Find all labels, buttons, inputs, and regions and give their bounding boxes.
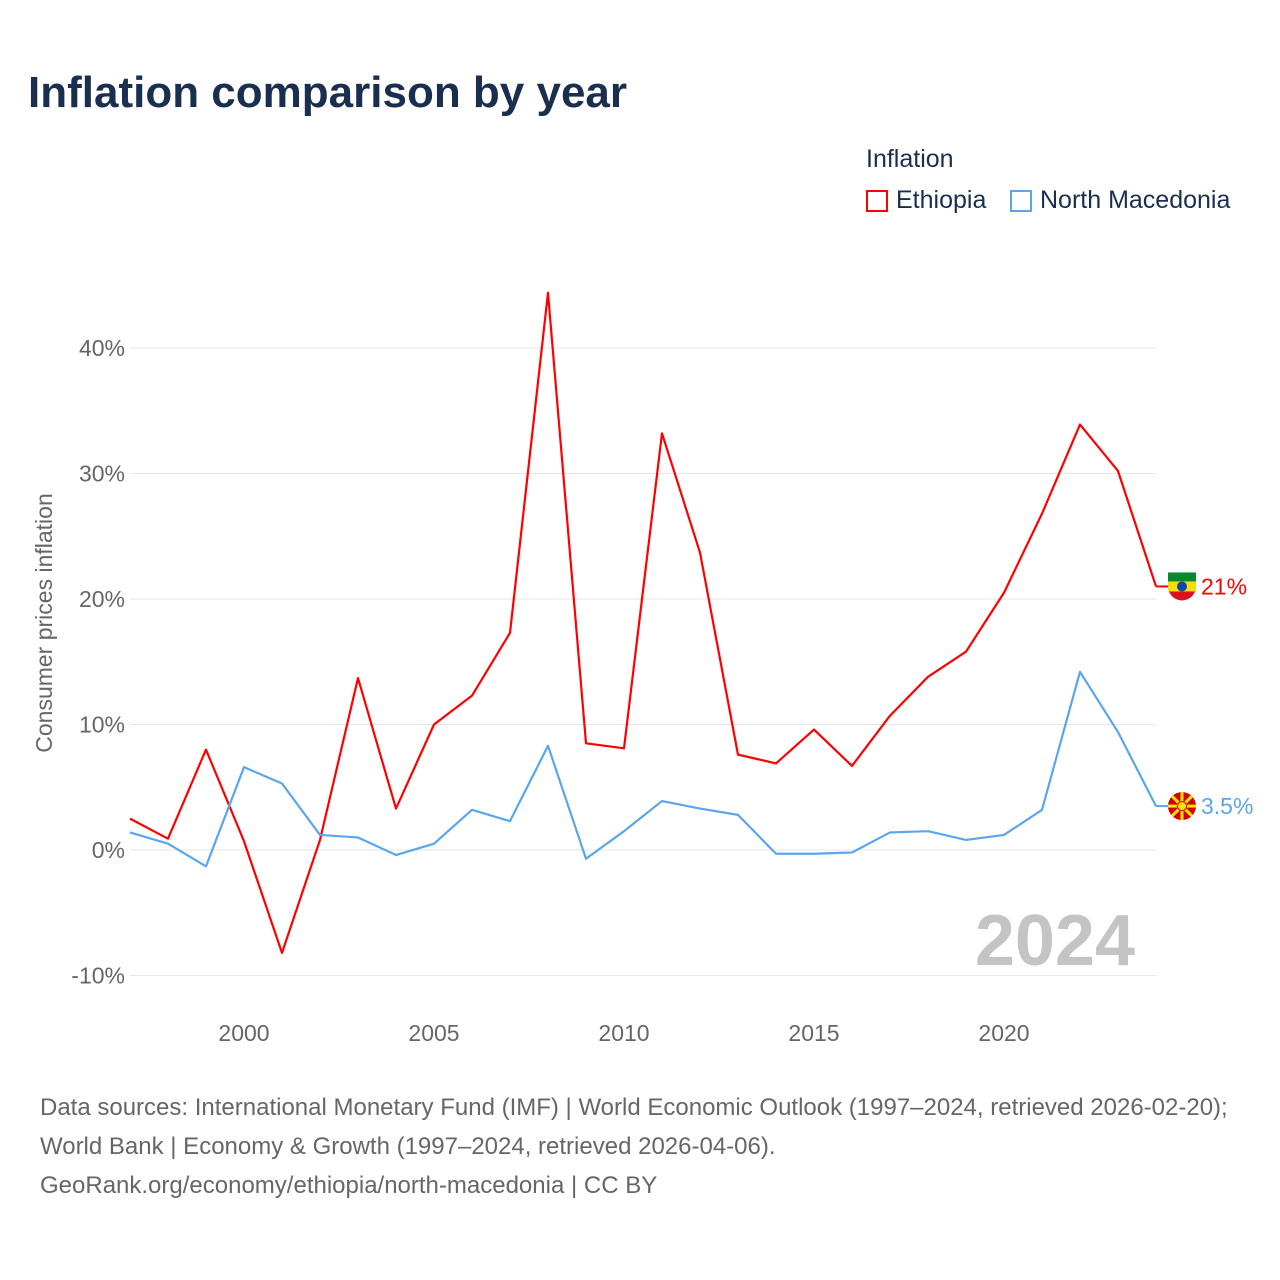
x-tick-label: 2000: [218, 1020, 269, 1046]
series-line-north-macedonia: [129, 670, 1157, 868]
flag-sun: [1177, 801, 1187, 812]
end-value-label: 3.5%: [1201, 793, 1253, 819]
flag-stripe: [1168, 572, 1196, 582]
legend-label: North Macedonia: [1040, 186, 1231, 214]
y-axis-label: Consumer prices inflation: [31, 493, 57, 753]
legend-swatch: [1010, 189, 1032, 212]
flag-emblem: [1177, 581, 1187, 592]
year-watermark: 2024: [975, 901, 1135, 981]
plot-area: -10% 0% 10% 20% 30% 40% 2000 2005 2010 2015 2020 Co…: [31, 291, 1253, 1046]
series-line-ethiopia: [129, 291, 1158, 955]
y-tick-label: -10%: [71, 963, 125, 989]
source-text: Data sources: International Monetary Fun…: [40, 1094, 1228, 1160]
legend-swatch: [866, 189, 888, 212]
x-tick-label: 2015: [788, 1020, 839, 1046]
end-value-label: 21%: [1201, 573, 1247, 599]
y-tick-label: 20%: [79, 586, 125, 612]
chart-title: Inflation comparison by year: [28, 68, 628, 117]
source-link[interactable]: GeoRank.org/economy/ethiopia/north-maced…: [40, 1172, 658, 1199]
y-tick-label: 10%: [79, 712, 125, 738]
legend-title: Inflation: [866, 145, 954, 173]
y-tick-label: 30%: [79, 461, 125, 487]
legend-item-ethiopia[interactable]: Ethiopia: [866, 186, 986, 215]
y-tick-label: 0%: [92, 837, 125, 863]
legend-label: Ethiopia: [896, 186, 987, 214]
x-tick-label: 2010: [598, 1020, 649, 1046]
x-tick-label: 2020: [978, 1020, 1029, 1046]
source-note: Data sources: International Monetary Fun…: [40, 1088, 1250, 1205]
legend-item-north-macedonia[interactable]: North Macedonia: [1010, 186, 1230, 215]
y-tick-label: 40%: [79, 335, 125, 361]
x-tick-label: 2005: [408, 1020, 459, 1046]
